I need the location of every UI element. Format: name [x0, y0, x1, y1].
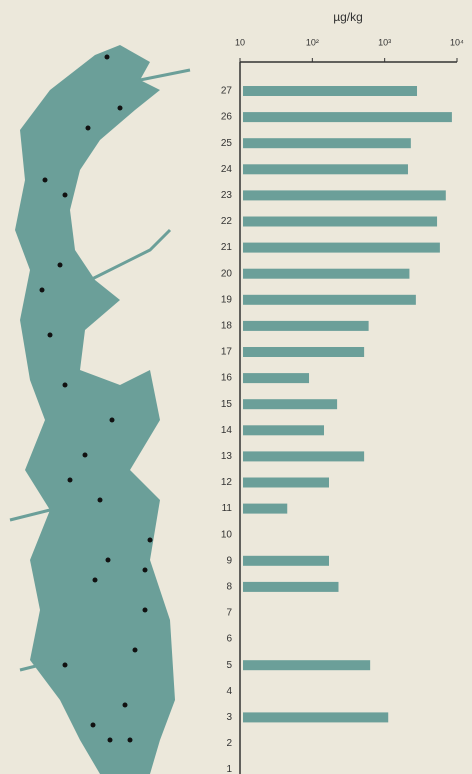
bar	[243, 712, 389, 723]
y-tick-label: 19	[221, 294, 233, 305]
y-tick-label: 16	[221, 373, 233, 384]
y-tick-label: 22	[221, 216, 233, 227]
bay-river	[9, 68, 191, 672]
y-tick-label: 20	[221, 268, 233, 279]
y-tick-label: 26	[221, 112, 233, 123]
bar	[243, 581, 339, 592]
axis-title: µg/kg	[333, 10, 363, 24]
y-tick-label: 2	[226, 738, 232, 749]
y-tick-label: 12	[221, 477, 233, 488]
bar	[243, 138, 411, 149]
y-tick-label: 27	[221, 86, 233, 97]
bar	[243, 660, 371, 671]
bar	[243, 190, 446, 201]
bar	[243, 86, 418, 96]
x-tick-label: 10⁴	[450, 37, 464, 47]
bar	[243, 347, 365, 357]
bar	[243, 425, 325, 436]
y-tick-label: 11	[222, 503, 233, 514]
y-tick-label: 23	[221, 190, 233, 201]
bar	[243, 320, 369, 331]
bar	[243, 399, 338, 410]
y-tick-label: 5	[226, 660, 232, 671]
y-tick-label: 14	[221, 425, 233, 436]
y-tick-label: 24	[221, 164, 233, 175]
bar	[243, 294, 416, 305]
x-tick-label: 10²	[306, 37, 319, 47]
x-tick-label: 10³	[378, 37, 391, 47]
y-tick-label: 4	[226, 686, 232, 697]
y-tick-label: 1	[226, 764, 232, 774]
bar	[243, 503, 288, 514]
bar	[243, 164, 408, 175]
y-tick-label: 21	[221, 242, 233, 253]
y-tick-label: 17	[221, 347, 233, 358]
y-tick-label: 6	[226, 634, 232, 645]
bay-map	[15, 45, 175, 774]
bar	[243, 451, 365, 462]
bar	[243, 555, 330, 566]
y-tick-label: 25	[221, 138, 233, 149]
station-dots	[39, 54, 153, 743]
y-tick-label: 9	[226, 555, 232, 566]
bar	[243, 112, 452, 123]
y-tick-label: 7	[226, 608, 232, 619]
y-tick-label: 18	[221, 321, 233, 332]
y-tick-label: 13	[221, 451, 233, 462]
bar	[243, 373, 310, 384]
x-tick-label: 10	[235, 37, 245, 47]
bar	[243, 216, 438, 227]
bar	[243, 477, 330, 488]
y-tick-label: 8	[226, 582, 232, 593]
y-tick-label: 3	[226, 712, 232, 723]
bar	[243, 268, 410, 279]
y-tick-label: 10	[221, 529, 233, 540]
y-tick-label: 15	[221, 399, 233, 410]
bar	[243, 242, 440, 253]
